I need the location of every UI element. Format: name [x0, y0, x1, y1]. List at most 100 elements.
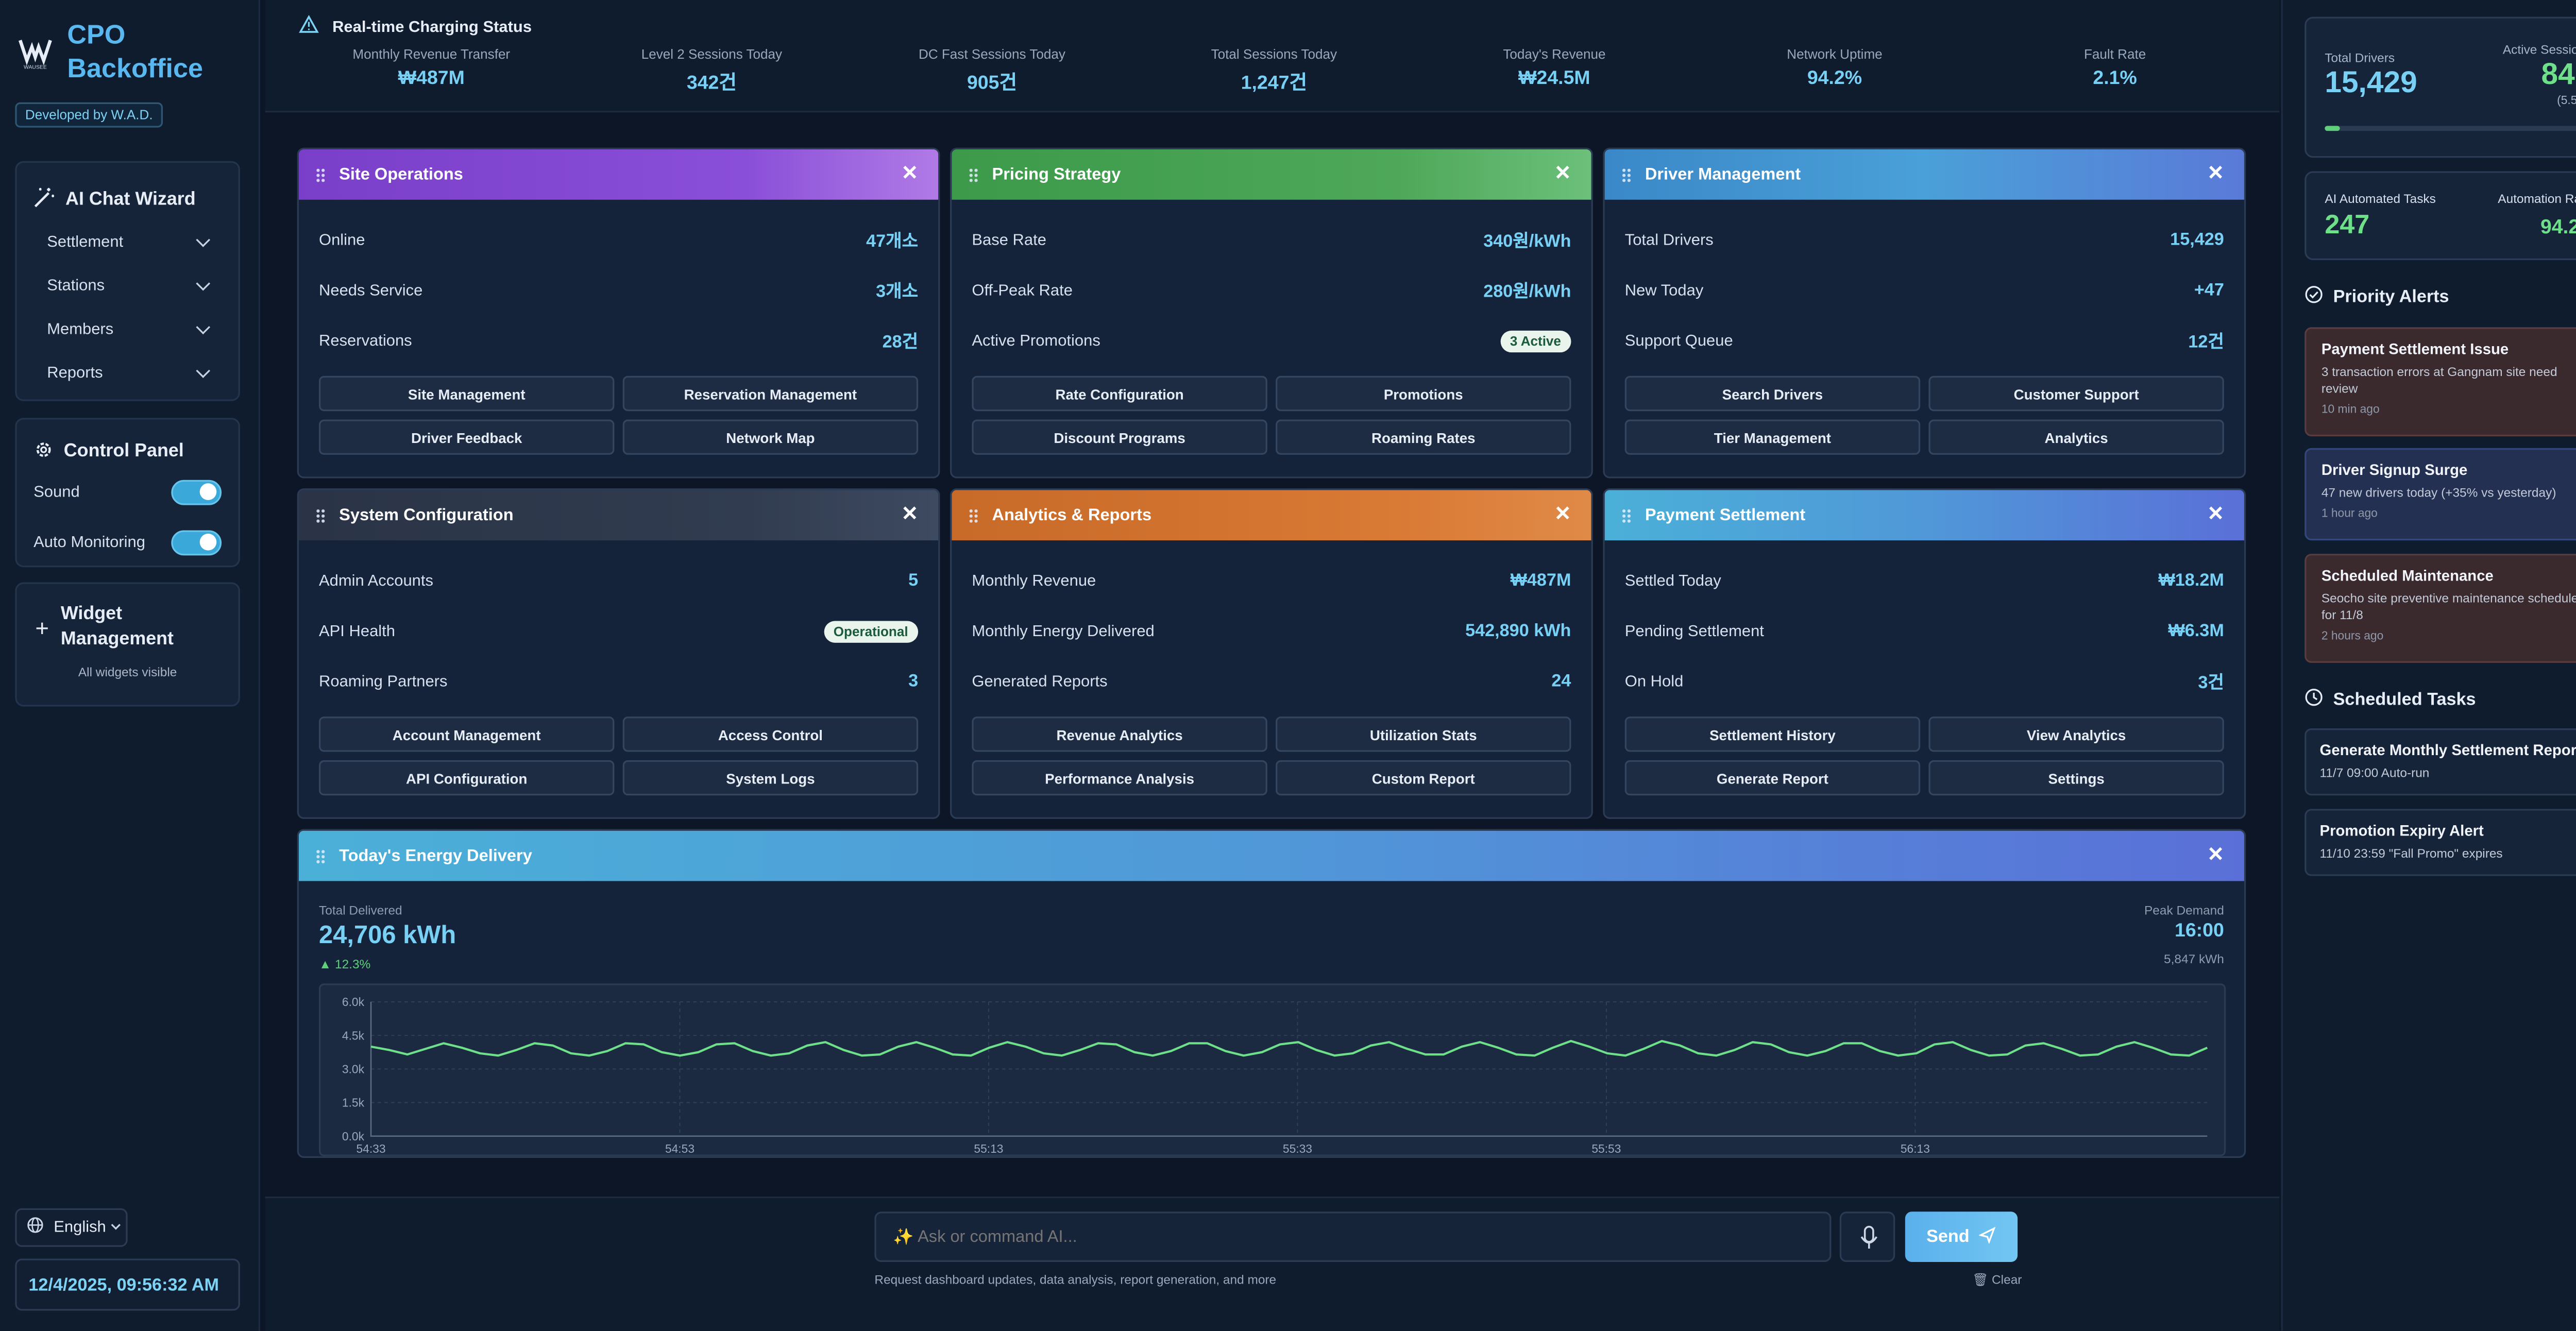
send-button[interactable]: Send	[1905, 1211, 2018, 1262]
widget-header[interactable]: Analytics & Reports ✕	[952, 490, 1591, 541]
close-icon[interactable]: ✕	[901, 502, 919, 525]
drag-handle-icon[interactable]	[968, 507, 979, 523]
widget-header[interactable]: Today's Energy Delivery ✕	[298, 830, 2244, 881]
close-icon[interactable]: ✕	[2207, 842, 2225, 866]
close-icon[interactable]: ✕	[2207, 161, 2225, 185]
scheduled-tasks-title: Scheduled Tasks	[2333, 690, 2476, 710]
view-analytics-button[interactable]: View Analytics	[1928, 716, 2224, 752]
generate-report-button[interactable]: Generate Report	[1624, 760, 1921, 796]
total-delivered-label: Total Delivered	[319, 902, 402, 918]
widget-management-card[interactable]: + Widget Management All widgets visible	[15, 582, 240, 707]
widget-header[interactable]: Driver Management ✕	[1604, 149, 2244, 200]
wizard-item-members[interactable]: Members	[17, 307, 239, 351]
stat-label: Support Queue	[1624, 331, 1733, 350]
close-icon[interactable]: ✕	[1554, 161, 1571, 185]
settlement-history-button[interactable]: Settlement History	[1624, 716, 1921, 752]
access-control-button[interactable]: Access Control	[622, 716, 919, 752]
account-management-button[interactable]: Account Management	[319, 716, 615, 752]
widget-header[interactable]: Site Operations ✕	[298, 149, 939, 200]
utilization-stats-button[interactable]: Utilization Stats	[1276, 716, 1571, 752]
widget-payment-settlement: Payment Settlement ✕ Settled Today ₩18.2M …	[1603, 488, 2246, 819]
widget-header[interactable]: Pricing Strategy ✕	[952, 149, 1591, 200]
drag-handle-icon[interactable]	[315, 848, 326, 864]
widget-header[interactable]: Payment Settlement ✕	[1604, 490, 2244, 541]
sound-toggle[interactable]	[171, 479, 222, 505]
task-promotion-expiry[interactable]: Promotion Expiry Alert 11/10 23:59 "Fall…	[2304, 809, 2576, 876]
reservation-management-button[interactable]: Reservation Management	[622, 376, 919, 412]
settings-button[interactable]: Settings	[1928, 760, 2224, 796]
brand-title-line2: Backoffice	[67, 55, 203, 84]
brand[interactable]: WAUSEE CPO Backoffice	[17, 20, 203, 87]
stat-row: Off-Peak Rate 280원/kWh	[952, 265, 1591, 316]
stat-value: 542,890 kWh	[1465, 621, 1571, 641]
alert-payment-settlement[interactable]: Payment Settlement Issue 3 transaction e…	[2304, 327, 2576, 437]
close-icon[interactable]: ✕	[1554, 502, 1571, 525]
control-panel-header: Control Panel	[17, 420, 239, 467]
wizard-item-stations[interactable]: Stations	[17, 264, 239, 308]
stat-row: Pending Settlement ₩6.3M	[1605, 606, 2244, 656]
peak-demand-label: Peak Demand	[2144, 902, 2224, 918]
close-icon[interactable]: ✕	[901, 161, 919, 185]
network-map-button[interactable]: Network Map	[622, 419, 919, 455]
widget-title: Payment Settlement	[1645, 506, 1806, 525]
custom-report-button[interactable]: Custom Report	[1276, 760, 1571, 796]
clock-display: 12/4/2025, 09:56:32 AM	[15, 1258, 240, 1311]
alert-driver-signup[interactable]: Driver Signup Surge 47 new drivers today…	[2304, 448, 2576, 541]
ai-command-input[interactable]	[874, 1211, 1832, 1262]
drag-handle-icon[interactable]	[1621, 167, 1632, 182]
clear-button[interactable]: 🗑 Clear	[1972, 1272, 2022, 1287]
change-badge: ▲ 12.3%	[319, 957, 371, 972]
language-select[interactable]: English	[15, 1208, 128, 1247]
drag-handle-icon[interactable]	[1621, 507, 1632, 523]
automation-rate-value: 94.2%	[2540, 215, 2576, 238]
tier-management-button[interactable]: Tier Management	[1624, 419, 1921, 455]
gear-icon	[33, 439, 54, 464]
site-management-button[interactable]: Site Management	[319, 376, 615, 412]
rate-configuration-button[interactable]: Rate Configuration	[972, 376, 1267, 412]
widget-header[interactable]: System Configuration ✕	[298, 490, 939, 541]
ai-hint-text: Request dashboard updates, data analysis…	[874, 1272, 1277, 1287]
alert-time: 1 hour ago	[2321, 508, 2378, 520]
task-monthly-settlement[interactable]: Generate Monthly Settlement Report 11/7 …	[2304, 728, 2576, 796]
search-drivers-button[interactable]: Search Drivers	[1624, 376, 1921, 412]
wizard-item-label: Members	[47, 319, 114, 338]
widget-title: Site Operations	[339, 165, 463, 184]
alert-title: Payment Settlement Issue	[2321, 340, 2509, 357]
widget-title: Analytics & Reports	[992, 506, 1152, 525]
active-sessions-label: Active Sessions	[2502, 42, 2576, 57]
alert-scheduled-maintenance[interactable]: Scheduled Maintenance Seocho site preven…	[2304, 554, 2576, 663]
drag-handle-icon[interactable]	[315, 507, 326, 523]
microphone-button[interactable]	[1839, 1211, 1895, 1262]
auto-monitoring-toggle[interactable]	[171, 529, 222, 555]
priority-alerts-title: Priority Alerts	[2333, 287, 2449, 308]
promotions-button[interactable]: Promotions	[1276, 376, 1571, 412]
wizard-item-label: Settlement	[47, 232, 124, 251]
widgets-status: All widgets visible	[78, 664, 177, 680]
wizard-item-label: Reports	[47, 363, 103, 382]
performance-analysis-button[interactable]: Performance Analysis	[972, 760, 1267, 796]
customer-support-button[interactable]: Customer Support	[1928, 376, 2224, 412]
realtime-status-bar: Real-time Charging Status Monthly Revenu…	[265, 0, 2280, 113]
stat-value: 24	[1551, 671, 1571, 692]
system-logs-button[interactable]: System Logs	[622, 760, 919, 796]
metric-dc-fast-sessions: DC Fast Sessions Today 905건	[858, 47, 1126, 95]
api-configuration-button[interactable]: API Configuration	[319, 760, 615, 796]
x-tick-label: 55:13	[974, 1142, 1003, 1154]
stat-label: Reservations	[319, 331, 412, 350]
driver-feedback-button[interactable]: Driver Feedback	[319, 419, 615, 455]
drag-handle-icon[interactable]	[968, 167, 979, 182]
wizard-item-settlement[interactable]: Settlement	[17, 220, 239, 264]
drag-handle-icon[interactable]	[315, 167, 326, 182]
revenue-analytics-button[interactable]: Revenue Analytics	[972, 716, 1267, 752]
wizard-item-reports[interactable]: Reports	[17, 351, 239, 395]
analytics-button[interactable]: Analytics	[1928, 419, 2224, 455]
discount-programs-button[interactable]: Discount Programs	[972, 419, 1267, 455]
send-icon	[1978, 1225, 1996, 1248]
sound-label: Sound	[33, 482, 80, 501]
energy-series-line	[370, 1039, 2208, 1057]
roaming-rates-button[interactable]: Roaming Rates	[1276, 419, 1571, 455]
task-title: Generate Monthly Settlement Report	[2319, 742, 2576, 759]
metric-monthly-revenue-transfer: Monthly Revenue Transfer ₩487M	[297, 47, 566, 89]
close-icon[interactable]: ✕	[2207, 502, 2225, 525]
stat-row: New Today +47	[1605, 265, 2244, 316]
